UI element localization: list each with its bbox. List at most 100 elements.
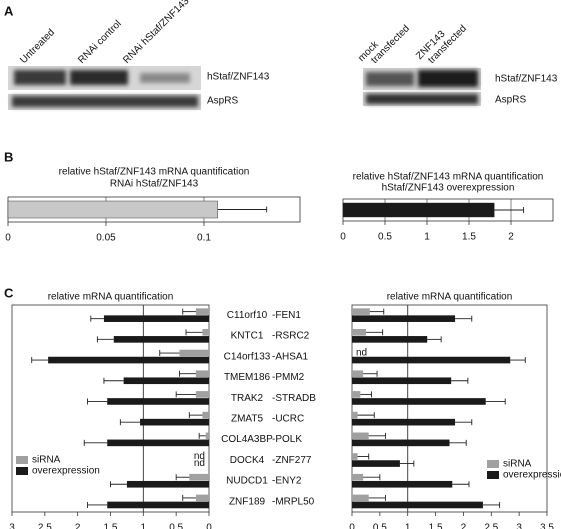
x-tick-label: 0.5 bbox=[373, 523, 387, 529]
bar bbox=[352, 411, 358, 419]
chart-title: relative mRNA quantification bbox=[48, 292, 174, 303]
x-tick-label: 1.5 bbox=[462, 232, 476, 243]
x-tick-label: 0.5 bbox=[169, 523, 183, 529]
lane-label: RNAi hStaf/ZNF143 bbox=[121, 0, 192, 66]
x-tick-label: 0 bbox=[5, 233, 11, 244]
band-label: hStaf/ZNF143 bbox=[495, 74, 558, 85]
bar bbox=[352, 370, 364, 378]
category-label: C14orf133 bbox=[224, 351, 271, 362]
chart-title: relative mRNA quantification bbox=[387, 292, 513, 303]
bar bbox=[7, 200, 218, 219]
panel-label: A bbox=[4, 3, 14, 18]
bar bbox=[342, 202, 495, 218]
bar bbox=[202, 411, 209, 419]
category-label: NUDCD1 bbox=[226, 476, 268, 487]
x-tick-label: 0 bbox=[206, 523, 212, 529]
legend-label: overexpression bbox=[503, 470, 561, 481]
legend-swatch bbox=[487, 471, 499, 479]
bar bbox=[195, 391, 209, 398]
chart-subtitle: hStaf/ZNF143 overexpression bbox=[382, 183, 515, 194]
bar bbox=[352, 356, 511, 364]
category-label: -STRADB bbox=[272, 393, 316, 404]
x-tick-label: 2 bbox=[75, 523, 81, 529]
x-tick-label: 0 bbox=[349, 523, 355, 529]
bar bbox=[107, 398, 209, 405]
bar bbox=[103, 315, 209, 322]
category-label: -UCRC bbox=[272, 413, 304, 424]
bar bbox=[352, 315, 456, 322]
x-tick-label: 0.05 bbox=[96, 233, 116, 244]
value-label: nd bbox=[194, 451, 205, 462]
x-tick-label: 3 bbox=[9, 523, 15, 529]
category-label: C11orf10 bbox=[227, 310, 268, 321]
category-label: ZMAT5 bbox=[231, 413, 263, 424]
bar bbox=[48, 356, 209, 364]
bar bbox=[195, 494, 209, 502]
category-label: -RSRC2 bbox=[272, 331, 310, 342]
category-label: TRAK2 bbox=[231, 393, 264, 404]
chart-title: relative hStaf/ZNF143 mRNA quantificatio… bbox=[59, 167, 250, 178]
x-tick-label: 3 bbox=[516, 523, 522, 529]
legend-label: siRNA bbox=[503, 459, 532, 470]
bar bbox=[179, 349, 209, 357]
x-tick-label: 2.5 bbox=[484, 523, 498, 529]
category-label: -FEN1 bbox=[272, 310, 301, 321]
bar bbox=[123, 377, 209, 385]
legend-swatch bbox=[487, 460, 499, 468]
x-tick-label: 3.5 bbox=[540, 523, 554, 529]
bar bbox=[352, 439, 450, 447]
bar bbox=[352, 308, 370, 315]
x-tick-label: 0 bbox=[340, 232, 346, 243]
blot bbox=[8, 66, 481, 110]
category-label: KNTC1 bbox=[231, 331, 264, 342]
bar bbox=[352, 391, 361, 398]
x-tick-label: 0.1 bbox=[197, 233, 211, 244]
value-label: nd bbox=[194, 458, 205, 469]
bar bbox=[195, 308, 209, 315]
bar bbox=[352, 480, 453, 488]
bar bbox=[107, 501, 209, 509]
x-tick-label: 1.5 bbox=[429, 523, 443, 529]
legend-swatch bbox=[16, 467, 28, 475]
category-label: DOCK4 bbox=[230, 455, 265, 466]
bar bbox=[352, 329, 366, 336]
bar bbox=[352, 501, 483, 509]
bar bbox=[352, 494, 369, 502]
legend-label: siRNA bbox=[32, 455, 61, 466]
bar bbox=[107, 439, 209, 447]
legend-swatch bbox=[16, 456, 28, 464]
panel-label: B bbox=[4, 149, 13, 164]
x-tick-label: 1 bbox=[405, 523, 411, 529]
category-label: ZNF189 bbox=[229, 496, 266, 507]
bar bbox=[113, 336, 209, 343]
chart-title: relative hStaf/ZNF143 mRNA quantificatio… bbox=[353, 172, 544, 183]
lane-label: RNAi control bbox=[76, 19, 123, 66]
bar bbox=[195, 370, 209, 378]
bar bbox=[352, 398, 486, 405]
category-label: -POLK bbox=[272, 434, 302, 445]
x-tick-label: 1 bbox=[424, 232, 430, 243]
category-label: -PMM2 bbox=[272, 372, 305, 383]
bar bbox=[352, 377, 452, 385]
bar bbox=[352, 453, 358, 460]
x-tick-label: 2 bbox=[461, 523, 467, 529]
bar bbox=[202, 329, 209, 336]
band-label: AspRS bbox=[495, 95, 526, 106]
chart-subtitle: RNAi hStaf/ZNF143 bbox=[110, 179, 199, 190]
bar bbox=[126, 480, 209, 488]
bar bbox=[205, 432, 209, 440]
band-label: hStaf/ZNF143 bbox=[207, 72, 270, 83]
value-label: nd bbox=[356, 348, 367, 359]
lane-label: Untreated bbox=[18, 27, 57, 66]
category-label: -MRPL50 bbox=[272, 496, 315, 507]
bar bbox=[352, 336, 428, 343]
x-tick-label: 2.5 bbox=[38, 523, 52, 529]
category-label: -ZNF277 bbox=[272, 455, 312, 466]
x-tick-label: 0.5 bbox=[378, 232, 392, 243]
bar bbox=[352, 473, 364, 481]
band-label: AspRS bbox=[207, 96, 238, 107]
x-tick-label: 2 bbox=[508, 232, 514, 243]
category-label: -AHSA1 bbox=[272, 351, 309, 362]
x-tick-label: 1.5 bbox=[104, 523, 118, 529]
